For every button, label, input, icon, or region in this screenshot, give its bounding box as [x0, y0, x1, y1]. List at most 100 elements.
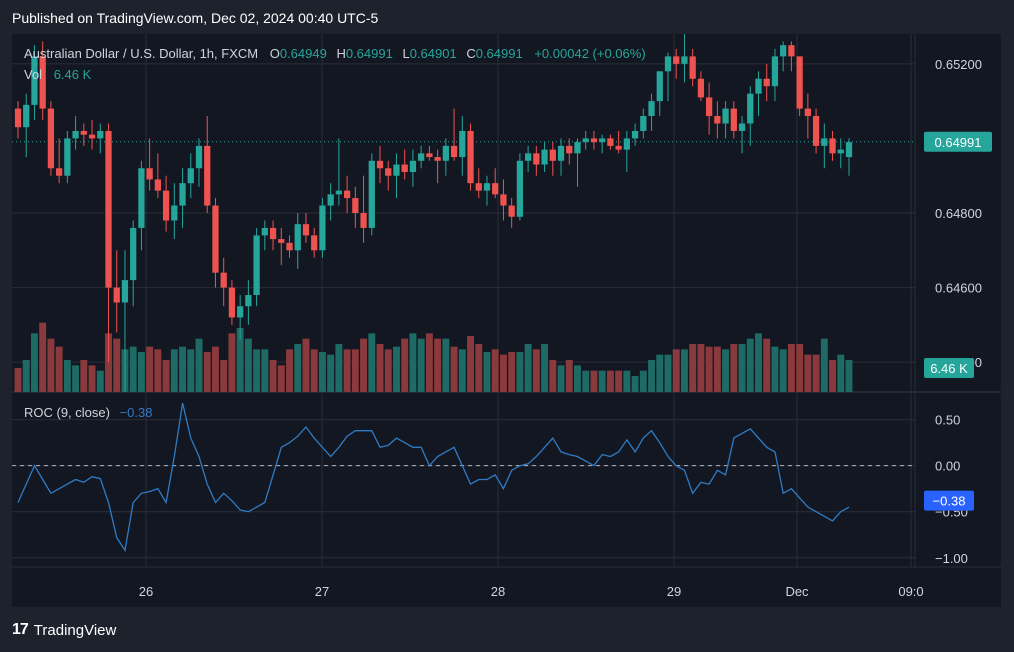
chart-svg[interactable]: 0.652000.648000.646000.644000.500.00−0.5…: [12, 34, 1001, 607]
candle-body: [261, 227, 268, 236]
roc-line: [17, 402, 850, 553]
candle-body: [154, 179, 161, 191]
candle-body: [673, 56, 680, 64]
volume-bar: [713, 346, 721, 392]
candle-body: [294, 224, 301, 251]
candle-body: [689, 56, 696, 79]
volume-bar: [582, 370, 590, 392]
candle-body: [401, 164, 408, 172]
high-value: 0.64991: [345, 46, 393, 61]
volume-bar: [179, 346, 187, 392]
candle-body: [171, 205, 178, 221]
candle-body: [640, 116, 647, 131]
roc-legend: ROC (9, close) −0.38: [24, 405, 153, 420]
volume-bar: [384, 349, 392, 392]
low-label: L: [402, 46, 410, 61]
candle-body: [56, 168, 63, 176]
roc-label: ROC (9, close): [24, 405, 110, 420]
volume-bar: [368, 333, 376, 392]
volume-bar: [417, 338, 425, 392]
volume-bar: [96, 370, 104, 392]
roc-value: −0.38: [119, 405, 153, 420]
volume-bar: [360, 338, 368, 392]
volume-bar: [187, 349, 195, 392]
close-label: C: [466, 46, 476, 61]
volume-bar: [524, 344, 532, 392]
candle-body: [385, 168, 392, 176]
volume-bar: [499, 354, 507, 392]
roc-tick-label: −1.00: [935, 551, 968, 566]
volume-bar: [615, 370, 623, 392]
volume-bar: [146, 346, 154, 392]
roc-badge: [924, 490, 974, 511]
volume-bar: [318, 352, 326, 392]
volume-bar: [483, 352, 491, 392]
candle-body: [475, 183, 482, 191]
candle-body: [393, 164, 400, 176]
candle-body: [228, 287, 236, 318]
price-tick-label: 0.64800: [935, 206, 982, 221]
volume-bar: [170, 349, 178, 392]
candle-body: [105, 130, 112, 288]
candle-body: [426, 153, 433, 158]
candle-body: [442, 145, 449, 161]
volume-bar: [212, 346, 219, 392]
candle-body: [434, 157, 441, 161]
candle-body: [72, 130, 79, 139]
volume-bar: [376, 344, 384, 392]
last-price-badge: [924, 131, 992, 152]
volume-bar: [105, 333, 112, 392]
volume-bar: [590, 370, 598, 392]
candle-body: [812, 116, 820, 146]
volume-bar: [261, 349, 269, 392]
volume-bar: [253, 349, 261, 392]
volume-bar: [294, 344, 302, 392]
candle-body: [459, 130, 466, 158]
candle-body: [845, 142, 853, 158]
candle-body: [220, 272, 227, 288]
volume-bar: [310, 349, 318, 392]
candle-body: [130, 227, 137, 281]
volume-bar: [113, 338, 121, 392]
candle-body: [302, 224, 310, 236]
volume-bar: [491, 349, 499, 392]
time-tick-label: 29: [667, 584, 681, 599]
candle-body: [508, 205, 515, 217]
candle-body: [483, 183, 491, 191]
published-header: Published on TradingView.com, Dec 02, 20…: [12, 10, 379, 26]
volume-bar: [664, 354, 672, 392]
volume-bar: [286, 349, 293, 392]
candle-body: [376, 160, 384, 169]
candle-body: [39, 56, 46, 109]
candle-body: [755, 78, 762, 94]
volume-bar: [565, 360, 573, 392]
volume-badge-text: 6.46 K: [930, 361, 968, 376]
candle-body: [524, 153, 532, 161]
candle-body: [204, 145, 211, 206]
volume-bar: [697, 344, 705, 392]
volume-bar: [442, 338, 450, 392]
volume-bar: [722, 349, 730, 392]
volume-bar: [820, 338, 828, 392]
candle-body: [14, 108, 22, 128]
candle-body: [541, 149, 548, 165]
candle-body: [549, 149, 556, 161]
candle-body: [467, 130, 474, 184]
candle-body: [771, 56, 779, 87]
volume-bar: [162, 360, 170, 392]
candle-body: [631, 130, 639, 139]
volume-bar: [269, 360, 277, 392]
candle-body: [821, 138, 828, 146]
candle-body: [492, 183, 499, 195]
price-tick-label: 0.64600: [935, 281, 982, 296]
volume-bar: [351, 349, 359, 392]
volume-bar: [648, 360, 655, 392]
candle-body: [747, 93, 754, 124]
volume-bar: [236, 328, 244, 392]
candle-body: [80, 130, 87, 135]
candle-body: [237, 306, 244, 318]
volume-bar: [532, 349, 540, 392]
time-tick-label: 09:0: [898, 584, 923, 599]
chart-panel[interactable]: 0.652000.648000.646000.644000.500.00−0.5…: [12, 34, 1001, 607]
candle-body: [656, 71, 663, 102]
